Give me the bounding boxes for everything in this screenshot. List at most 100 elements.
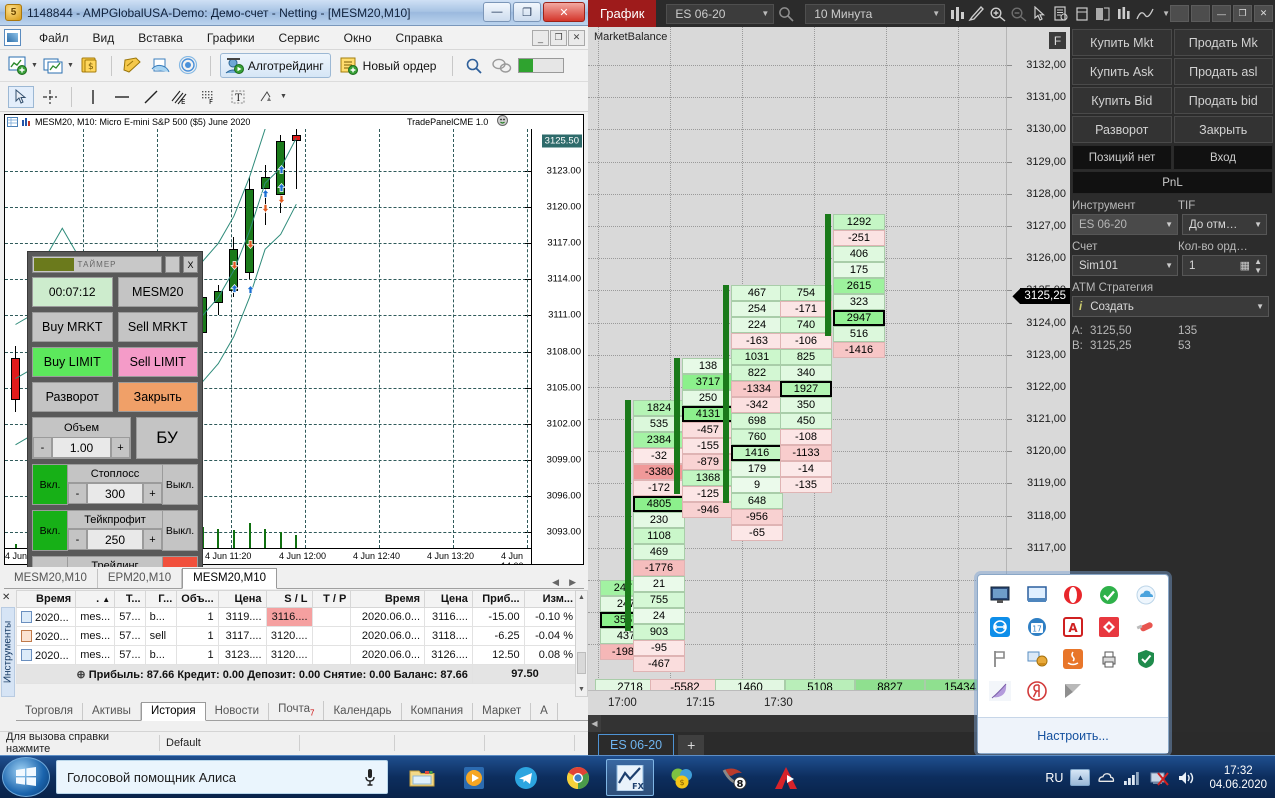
nt-maximize-button[interactable]: ❐ [1233, 5, 1252, 22]
sell-bid-button[interactable]: Продать bid [1173, 87, 1273, 114]
column-header[interactable]: S / L [265, 590, 313, 608]
chrome-icon[interactable] [554, 759, 602, 796]
alice-search-box[interactable]: Голосовой помощник Алиса [56, 760, 388, 794]
numpad-icon[interactable]: ▦ [1239, 260, 1250, 272]
check-green-icon[interactable] [1091, 581, 1127, 609]
trade-panel[interactable]: ТАЙМЕР X 00:07:12 MESM20 Buy MRKT Sell M… [27, 251, 203, 597]
menu-insert[interactable]: Вставка [138, 30, 183, 45]
column-header[interactable]: Цена [424, 590, 473, 608]
app-8-icon[interactable]: 8 [710, 759, 758, 796]
chevron-down-icon[interactable]: ▼ [31, 62, 38, 69]
column-header[interactable]: Время [15, 590, 77, 608]
column-header[interactable]: Г... [144, 590, 178, 608]
takeprofit-off-button[interactable]: Выкл. [162, 510, 198, 551]
app-green-icon[interactable]: $ [658, 759, 706, 796]
nt-add-tab-button[interactable]: + [678, 734, 705, 755]
calendar-17-icon[interactable]: 17 [1018, 613, 1054, 641]
reverse-button[interactable]: Разворот [32, 382, 113, 412]
onedrive-tray-icon[interactable] [1097, 769, 1115, 787]
shapes-tool-icon[interactable] [254, 86, 280, 108]
doc-minimize-button[interactable]: _ [532, 29, 549, 46]
scroll-up-icon[interactable]: ▲ [578, 594, 585, 601]
show-hidden-icons-button[interactable]: ▲ [1070, 769, 1091, 786]
buy-bid-button[interactable]: Купить Bid [1072, 87, 1172, 114]
trendline-icon[interactable] [138, 86, 164, 108]
spin-arrows-icon[interactable]: ▲ ▼ [1254, 256, 1262, 275]
metatrader-icon[interactable]: FX [606, 759, 654, 796]
nt-chart-tab[interactable]: График [588, 0, 657, 27]
stoploss-on-button[interactable]: Вкл. [32, 464, 68, 505]
toolbox-tab-4[interactable]: Почта7 [269, 700, 325, 720]
nt-horizontal-scrollbar[interactable]: ◀ [588, 715, 1070, 732]
nt-f-badge[interactable]: F [1049, 32, 1066, 49]
microphone-icon[interactable] [363, 767, 377, 787]
quantity-stepper[interactable]: 1 ▦ ▲ ▼ [1182, 255, 1267, 276]
chart-tab-2[interactable]: EPM20,M10 [98, 569, 183, 588]
teamviewer-icon[interactable] [982, 613, 1018, 641]
menu-charts[interactable]: Графики [206, 30, 255, 45]
nt-btn-1[interactable] [1170, 5, 1189, 22]
column-header[interactable]: Приб... [471, 590, 525, 608]
sell-market-button[interactable]: Продать Mk [1173, 29, 1273, 56]
doc-restore-button[interactable]: ❐ [550, 29, 567, 46]
nt-trendline-icon[interactable] [1135, 3, 1154, 25]
media-player-icon[interactable] [450, 759, 498, 796]
menu-help[interactable]: Справка [395, 30, 443, 45]
nt-properties-icon[interactable] [1052, 3, 1071, 25]
table-row[interactable]: 2020... mes... 57... b... 1 3119.... 3116.... 2… [15, 607, 579, 627]
reverse-button[interactable]: Разворот [1072, 116, 1172, 143]
menu-file[interactable]: Файл [39, 30, 69, 45]
maximize-button[interactable]: ❐ [513, 2, 541, 22]
doc-close-button[interactable]: ✕ [568, 29, 585, 46]
fibonacci-icon[interactable]: F [196, 86, 222, 108]
toolbox-tab-2[interactable]: История [140, 702, 206, 721]
menu-tools[interactable]: Сервис [278, 30, 320, 45]
text-tool-icon[interactable]: T [225, 86, 251, 108]
java-icon[interactable] [1055, 645, 1091, 673]
nt-toolbar-overflow-icon[interactable]: ▼ [1162, 9, 1170, 18]
network-cup-icon[interactable] [1018, 645, 1054, 673]
chat-icon[interactable] [490, 54, 514, 78]
column-header[interactable]: Время [350, 590, 426, 608]
volume-stepper[interactable]: - 1.00 + [33, 437, 130, 458]
start-button[interactable] [2, 757, 50, 797]
tray-configure-link[interactable]: Настроить... [978, 717, 1168, 753]
app-a-icon[interactable] [762, 759, 810, 796]
new-order-button[interactable]: Новый ордер [335, 53, 444, 78]
algotrading-button[interactable]: Алготрейдинг [219, 53, 331, 78]
cursor-tool-icon[interactable] [8, 85, 34, 108]
breakeven-button[interactable]: БУ [136, 417, 198, 459]
data-window-icon[interactable] [121, 54, 145, 78]
close-button[interactable]: Закрыть [1173, 116, 1273, 143]
mail-bird-icon[interactable] [1055, 677, 1091, 705]
toolbox-tab-3[interactable]: Новости [206, 703, 270, 720]
nt-more-icon[interactable] [1073, 3, 1092, 25]
nt-btn-2[interactable] [1191, 5, 1210, 22]
signals-icon[interactable] [177, 54, 201, 78]
chart-tab-3[interactable]: MESM20,M10 [182, 568, 277, 589]
toolbox-tab-1[interactable]: Активы [83, 703, 141, 720]
account-select[interactable]: Sim101 ▼ [1072, 255, 1178, 276]
nt-close-button[interactable]: ✕ [1254, 5, 1273, 22]
network-signal-icon[interactable] [1122, 769, 1142, 787]
instrument-select[interactable]: ES 06-20 ▼ [1072, 214, 1178, 235]
shield-green-icon[interactable] [1128, 645, 1164, 673]
nt-scroll-left-icon[interactable]: ◀ [588, 715, 601, 732]
nt-minimize-button[interactable]: — [1212, 5, 1231, 22]
buy-limit-button[interactable]: Buy LIMIT [32, 347, 113, 377]
sell-limit-button[interactable]: Sell LIMIT [117, 347, 198, 377]
toolbox-tab-0[interactable]: Торговля [16, 703, 84, 720]
toolbox-tab-8[interactable]: A [531, 703, 558, 720]
chart-tab-1[interactable]: MESM20,M10 [4, 569, 98, 588]
nt-indicator-icon[interactable] [1114, 3, 1133, 25]
profiles-icon[interactable] [42, 54, 66, 78]
scrollbar-thumb[interactable] [577, 652, 586, 674]
scroll-down-icon[interactable]: ▼ [578, 686, 585, 693]
minimize-button[interactable]: — [483, 2, 511, 22]
crosshair-tool-icon[interactable] [37, 86, 63, 108]
tab-scroll-left-icon[interactable]: ◀ [552, 577, 560, 587]
nt-instrument-selector[interactable]: ES 06-20 ▼ [666, 3, 775, 24]
symbol-button[interactable]: MESM20 [117, 277, 198, 307]
stoploss-stepper[interactable]: - 300 + [68, 483, 162, 504]
buy-ask-button[interactable]: Купить Ask [1072, 58, 1172, 85]
